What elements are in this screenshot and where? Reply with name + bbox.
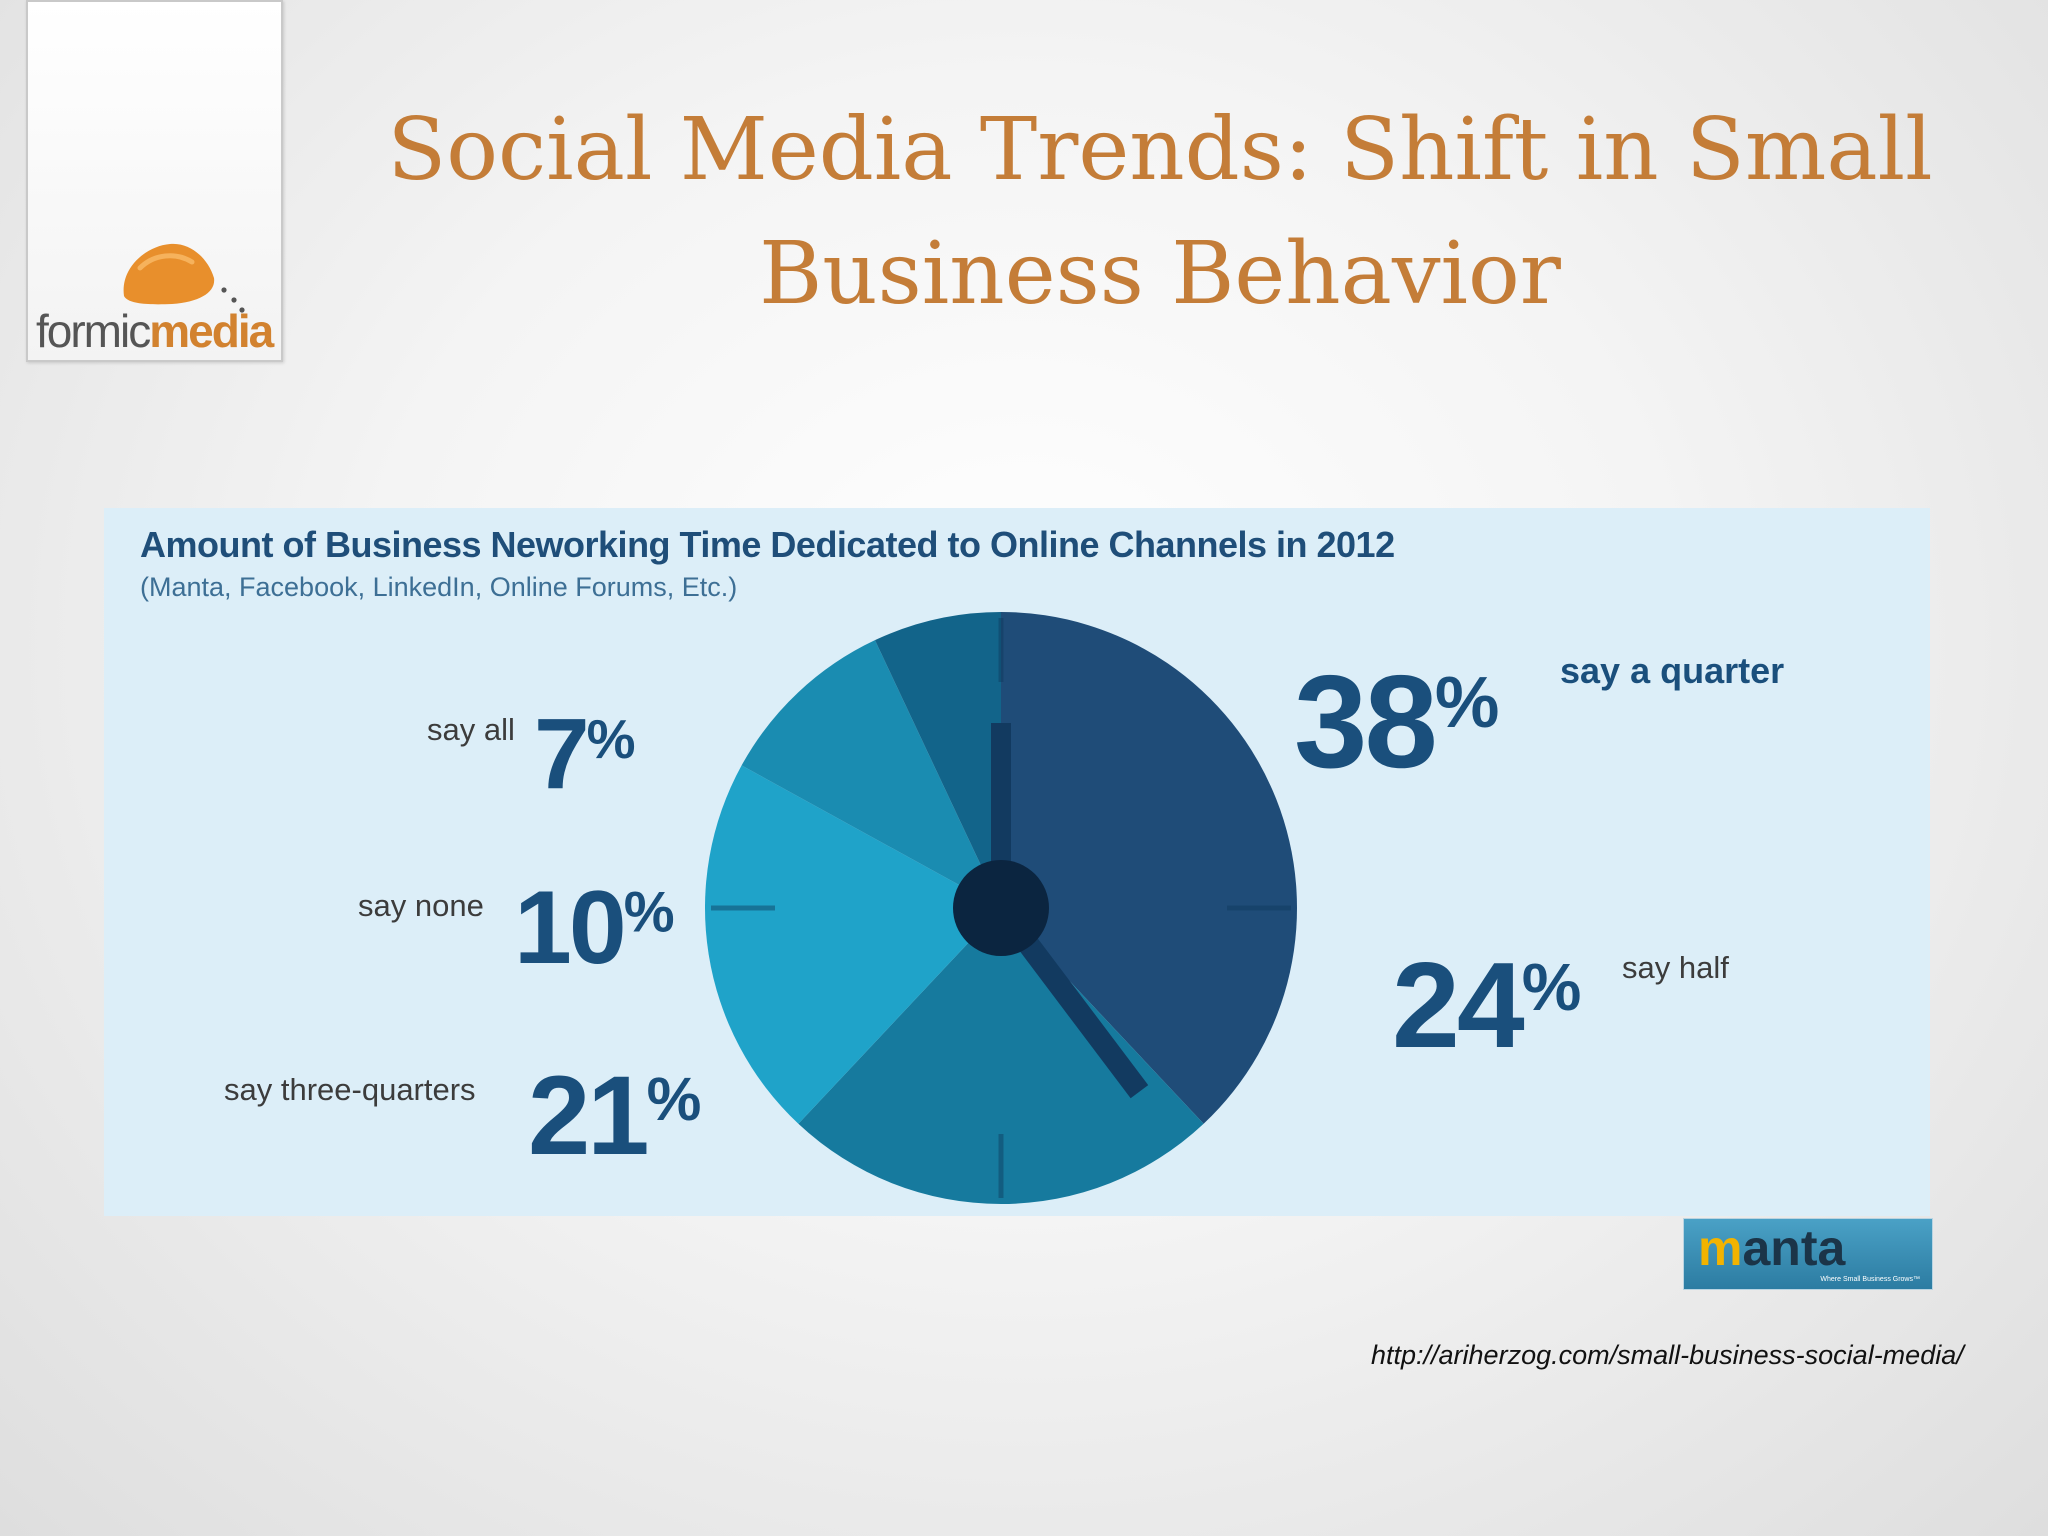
chart-title: Amount of Business Neworking Time Dedica… [140, 524, 1395, 565]
clock-center [953, 860, 1049, 956]
value-say-a-quarter: 38% [1294, 648, 1500, 795]
value-say-half: 24% [1392, 937, 1582, 1073]
value-number: 7 [534, 698, 590, 810]
manta-wordmark-rest: anta [1742, 1220, 1846, 1276]
logo-text-media: media [149, 305, 274, 357]
value-number: 24 [1392, 937, 1525, 1073]
label-say-none: say none [358, 888, 484, 923]
pie-chart [704, 612, 1297, 1204]
value-say-none: 10% [514, 870, 675, 986]
label-say-three-quarters: say three-quarters [224, 1072, 476, 1107]
chart-subtitle: (Manta, Facebook, LinkedIn, Online Forum… [140, 572, 738, 602]
pie-slice [1001, 612, 1297, 1124]
pie-slice [741, 640, 1001, 908]
value-number: 10 [514, 870, 627, 986]
logo-wordmark: formicmedia [36, 304, 274, 358]
pie-slice [704, 765, 1001, 1124]
formicmedia-logo: formicmedia [26, 0, 283, 362]
value-number: 38 [1294, 648, 1438, 795]
pie-slice [874, 612, 1001, 908]
manta-tagline: Where Small Business Grows™ [1820, 1276, 1920, 1283]
label-say-all: say all [427, 712, 515, 747]
source-url[interactable]: http://ariherzog.com/small-business-soci… [1371, 1340, 1964, 1370]
slide-title: Social Media Trends: Shift in Small Busi… [387, 100, 1933, 324]
manta-wordmark-m: m [1698, 1220, 1743, 1276]
manta-logo: manta Where Small Business Grows™ [1683, 1218, 1933, 1290]
pie-slice [798, 908, 1204, 1204]
value-number: 21 [528, 1053, 650, 1178]
value-say-all: 7% [534, 698, 636, 810]
logo-text-formic: formic [36, 305, 151, 357]
infographic-panel: Amount of Business Neworking Time Dedica… [104, 508, 1930, 1216]
label-say-half: say half [1622, 950, 1729, 985]
value-say-three-quarters: 21% [528, 1053, 702, 1178]
manta-wordmark: manta [1698, 1223, 1845, 1273]
logo-mark-icon [123, 243, 245, 313]
label-say-a-quarter: say a quarter [1560, 650, 1785, 691]
